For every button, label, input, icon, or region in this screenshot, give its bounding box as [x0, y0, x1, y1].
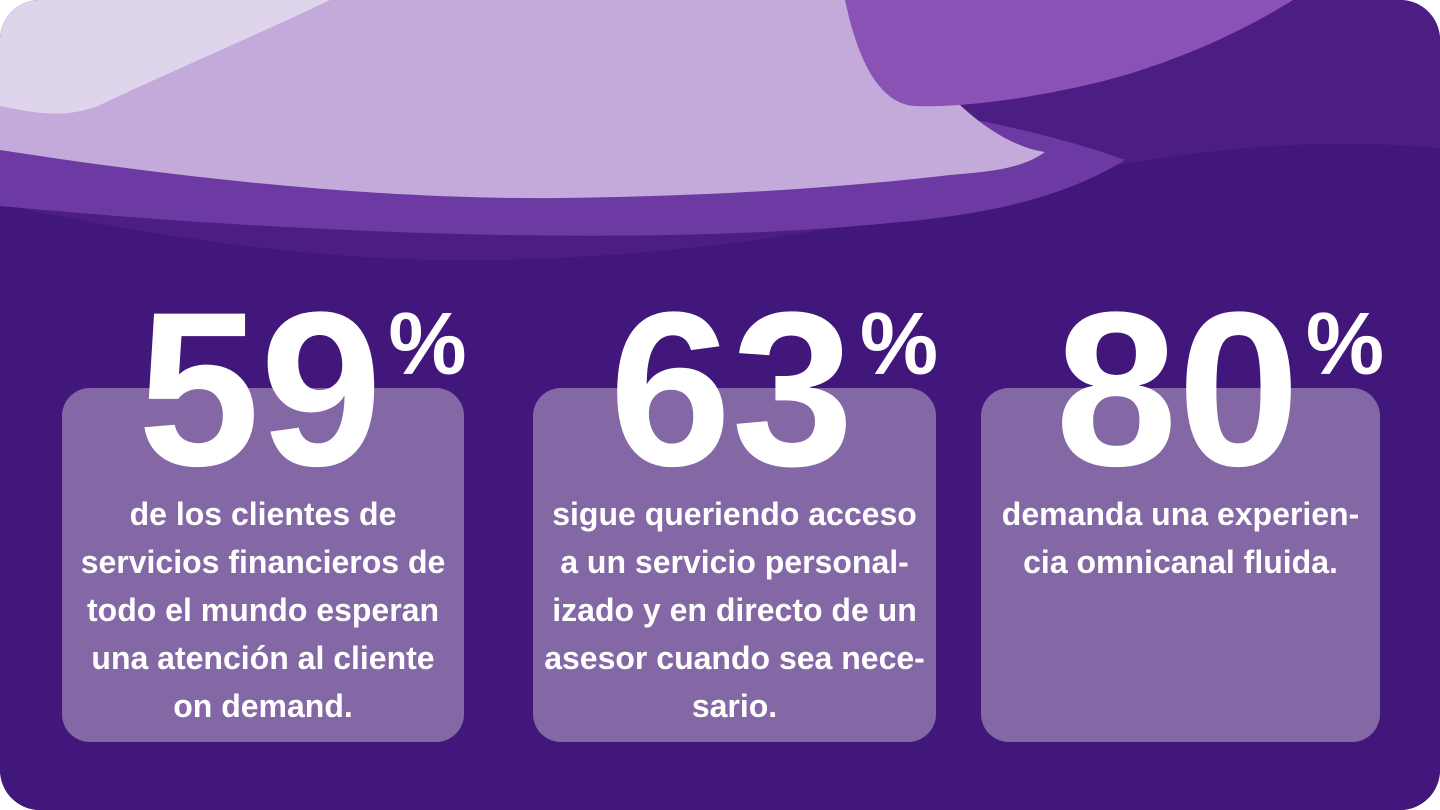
stat-number: 59: [137, 266, 383, 512]
stat-number: 63: [609, 266, 854, 512]
stat-value-63: 63%: [609, 266, 939, 512]
stat-card-80: 80% demanda una experien-cia omnicanal f…: [981, 279, 1384, 742]
wave-bright-streak: [845, 0, 1293, 107]
stat-value-59: 59%: [137, 266, 467, 512]
stat-card-59: 59% de los clientes de servicios financie…: [62, 279, 467, 742]
wave-lightest: [0, 0, 330, 114]
stat-description-63: sigue queriendo acceso a un servicio pers…: [544, 496, 925, 724]
stat-number: 80: [1055, 266, 1300, 512]
wave-medium: [0, 46, 1125, 236]
stat-value-80: 80%: [1055, 266, 1385, 512]
stat-description-80: demanda una experien-cia omnicanal fluid…: [1001, 496, 1360, 580]
wave-soft-dark: [0, 0, 1440, 261]
wave-light: [0, 0, 1045, 199]
stat-description-59: de los clientes de servicios financieros …: [80, 496, 446, 724]
stat-card-63: 63% sigue queriendo acceso a un servicio …: [533, 279, 938, 742]
